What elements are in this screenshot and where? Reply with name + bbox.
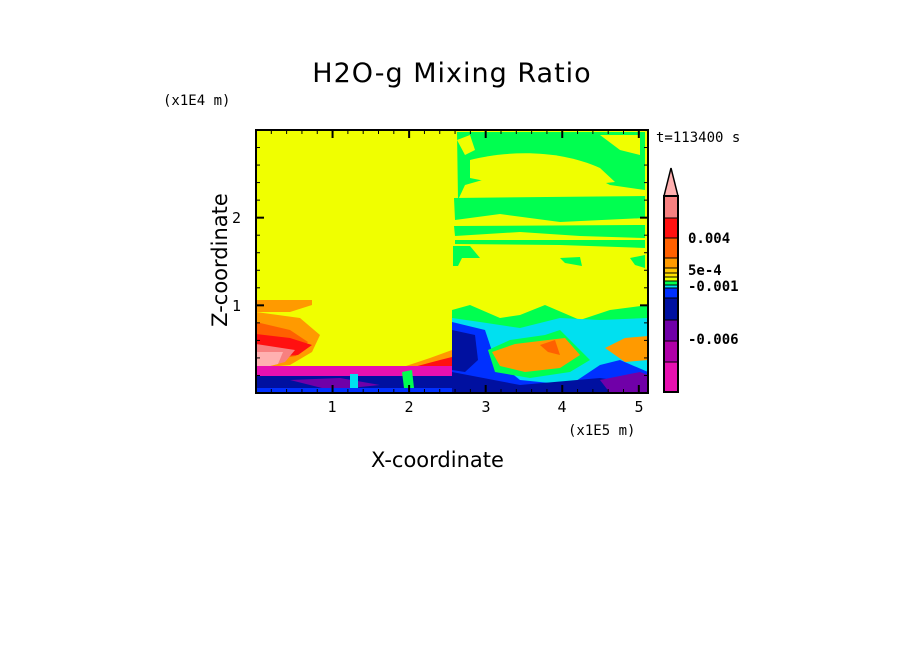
- x-axis-label: X-coordinate: [371, 448, 504, 472]
- colorbar-segment: [663, 257, 679, 269]
- x-tick-label: 1: [327, 398, 337, 416]
- contour-region: [452, 330, 478, 372]
- x-tick-label: 3: [481, 398, 491, 416]
- x-tick-label: 2: [404, 398, 414, 416]
- contour-region: [492, 338, 580, 372]
- contour-region: [455, 240, 645, 248]
- contour-region: [457, 135, 475, 155]
- contour-fill: [256, 130, 648, 393]
- colorbar-segment: [663, 237, 679, 259]
- contour-region: [560, 257, 582, 266]
- colorbar-segment: [663, 195, 679, 219]
- plot-frame: [255, 129, 649, 394]
- colorbar-segment: [663, 276, 679, 282]
- colorbar-segment: [663, 267, 679, 274]
- contour-region: [452, 372, 648, 393]
- colorbar-label: 5e-4: [688, 263, 722, 279]
- x-tick-label: 4: [557, 398, 567, 416]
- contour-region: [540, 340, 560, 355]
- colorbar-extend-arrow: [663, 167, 679, 197]
- contour-region: [256, 388, 452, 393]
- y-axis-unit: (x1E4 m): [163, 93, 231, 109]
- colorbar-segment: [663, 361, 679, 393]
- contour-region: [605, 336, 648, 362]
- chart-title: H2O-g Mixing Ratio: [312, 58, 592, 89]
- colorbar-label: 0.004: [688, 231, 731, 247]
- x-tick-label: 5: [634, 398, 644, 416]
- colorbar-segment: [663, 287, 679, 299]
- contour-region: [630, 255, 645, 268]
- contour-region: [256, 352, 283, 368]
- time-label: t=113400 s: [656, 130, 741, 146]
- contour-region: [410, 357, 452, 368]
- contour-region: [256, 300, 312, 312]
- colorbar-segment: [663, 340, 679, 363]
- contour-region: [452, 322, 648, 393]
- colorbar-segment: [663, 272, 679, 278]
- colorbar-segment: [663, 297, 679, 321]
- colorbar-segment: [663, 319, 679, 342]
- y-tick-label: 1: [232, 297, 242, 315]
- contour-region: [454, 225, 645, 238]
- contour-region: [600, 135, 640, 155]
- contour-region: [453, 246, 480, 266]
- contour-region: [600, 372, 648, 393]
- contour-region: [454, 196, 645, 222]
- colorbar-frame: [663, 195, 679, 393]
- colorbar-label: -0.001: [688, 279, 739, 295]
- colorbar-segment: [663, 280, 679, 286]
- contour-region: [350, 374, 358, 388]
- colorbar-segment: [663, 217, 679, 239]
- contour-region: [470, 153, 615, 188]
- contour-region: [402, 370, 414, 388]
- x-axis-unit: (x1E5 m): [568, 423, 636, 439]
- y-tick-label: 2: [232, 209, 242, 227]
- colorbar-label: -0.006: [688, 332, 739, 348]
